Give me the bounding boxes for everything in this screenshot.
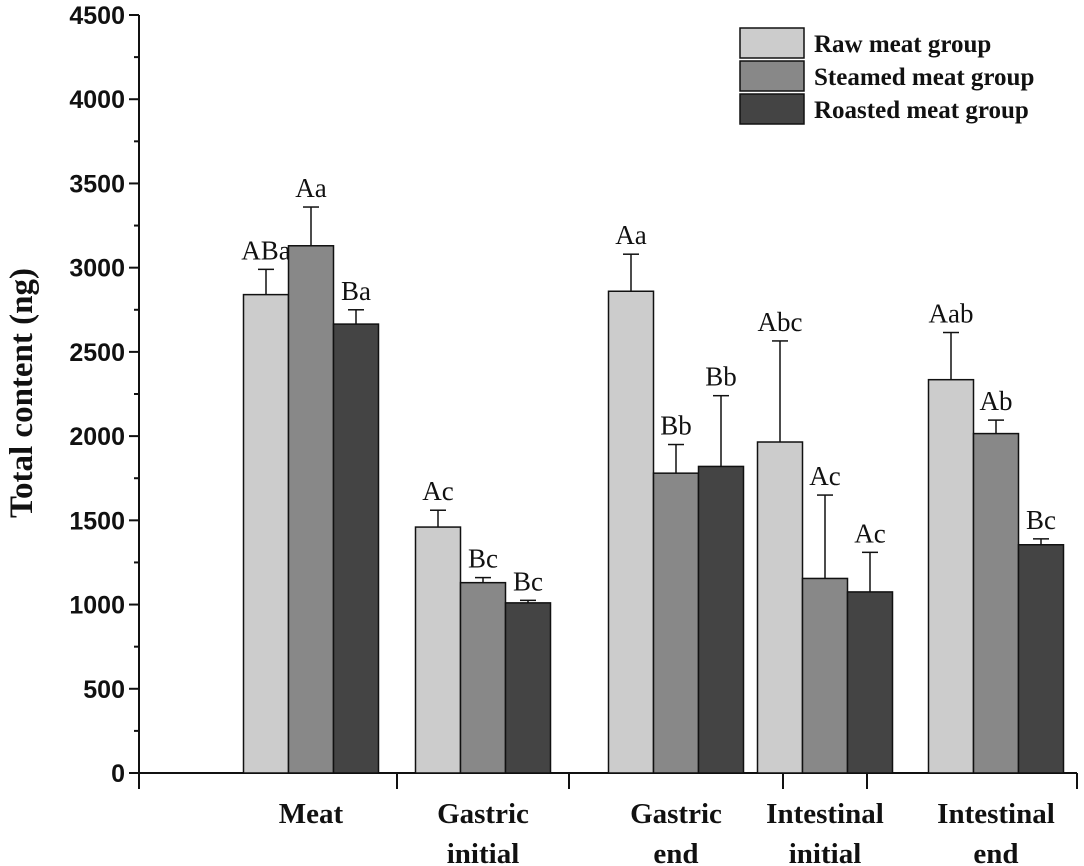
- legend-entry: Raw meat group: [814, 31, 991, 58]
- x-tick-label: Gastric: [630, 798, 722, 830]
- bar: [927, 378, 975, 774]
- y-tick-label: 1500: [69, 507, 125, 535]
- bar: [972, 432, 1020, 774]
- x-tick-label: Intestinal: [937, 798, 1055, 830]
- legend: Raw meat group Steamed meat group Roasted …: [739, 27, 1034, 125]
- bar: [332, 323, 380, 774]
- data-label: ABa: [241, 235, 291, 265]
- y-tick-label: 500: [83, 676, 125, 704]
- bar: [414, 526, 462, 774]
- data-label: Bc: [513, 566, 543, 596]
- legend-swatch: [739, 60, 805, 92]
- bar: [242, 293, 290, 774]
- y-tick-label: 3000: [69, 255, 125, 283]
- bar: [756, 441, 804, 774]
- legend-entry: Roasted meat group: [814, 97, 1029, 124]
- legend-swatch: [739, 27, 805, 59]
- x-tick-label: Gastric: [437, 798, 529, 830]
- bar: [607, 290, 655, 774]
- data-label: Bb: [660, 411, 692, 441]
- bar: [1017, 544, 1065, 774]
- legend-entry: Steamed meat group: [814, 64, 1034, 91]
- data-label: Aa: [615, 220, 646, 250]
- data-label: Ac: [422, 476, 453, 506]
- x-tick-label: end: [973, 838, 1018, 866]
- y-tick-label: 2000: [69, 423, 125, 451]
- y-axis-label: Total content (ng): [4, 268, 40, 518]
- y-tick-label: 1000: [69, 592, 125, 620]
- bar: [459, 581, 507, 774]
- data-label: Ba: [341, 276, 371, 306]
- x-tick-label: Meat: [279, 798, 344, 830]
- bar: [287, 245, 335, 774]
- bar: [697, 465, 745, 774]
- x-tick-label: end: [653, 838, 698, 866]
- data-label: Aa: [295, 173, 326, 203]
- data-label: Abc: [758, 307, 803, 337]
- bar: [652, 472, 700, 774]
- x-tick-label: Intestinal: [766, 798, 884, 830]
- bar: [504, 602, 552, 774]
- y-tick-label: 3500: [69, 170, 125, 198]
- y-tick-label: 4000: [69, 86, 125, 114]
- y-tick-label: 0: [111, 760, 125, 788]
- y-tick-label: 2500: [69, 339, 125, 367]
- bar: [801, 577, 849, 774]
- data-label: Ab: [980, 386, 1013, 416]
- bars: ABa Ac Aa Abc Aab Aa Bc Bb Ac Ab Ba Bc Bb Ac Bc: [241, 173, 1065, 774]
- data-label: Ac: [854, 518, 885, 548]
- data-label: Bb: [705, 362, 737, 392]
- data-label: Ac: [809, 461, 840, 491]
- data-label: Bc: [1026, 505, 1056, 535]
- data-label: Aab: [929, 299, 974, 329]
- x-tick-label: initial: [447, 838, 520, 866]
- legend-swatch: [739, 93, 805, 125]
- y-tick-label: 4500: [69, 2, 125, 30]
- bar: [846, 591, 894, 774]
- data-label: Bc: [468, 544, 498, 574]
- x-tick-label: initial: [789, 838, 862, 866]
- axes: 0 500 1000 1500 2000 2500 3000 3500 4000 4500 Meat…: [69, 2, 1078, 866]
